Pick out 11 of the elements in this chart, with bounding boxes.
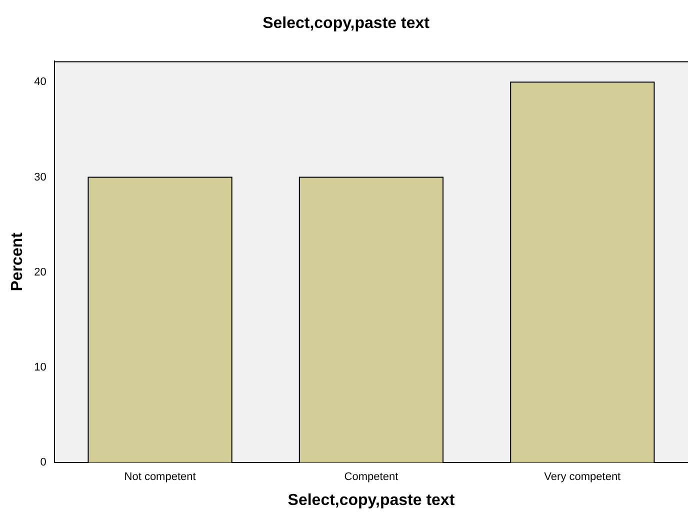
x-tick-label: Very competent xyxy=(544,471,621,484)
y-tick-label: 30 xyxy=(34,171,46,184)
y-tick-label: 20 xyxy=(34,266,46,278)
y-tick-label: 10 xyxy=(34,362,46,374)
y-tick-label: 40 xyxy=(34,76,46,88)
y-tick-label: 0 xyxy=(40,456,46,469)
chart-title: Select,copy,paste text xyxy=(262,15,430,32)
y-axis-title: Percent xyxy=(9,232,26,292)
x-axis-title: Select,copy,paste text xyxy=(288,492,456,509)
x-tick-label: Competent xyxy=(344,471,398,484)
x-tick-label: Not competent xyxy=(124,471,196,484)
